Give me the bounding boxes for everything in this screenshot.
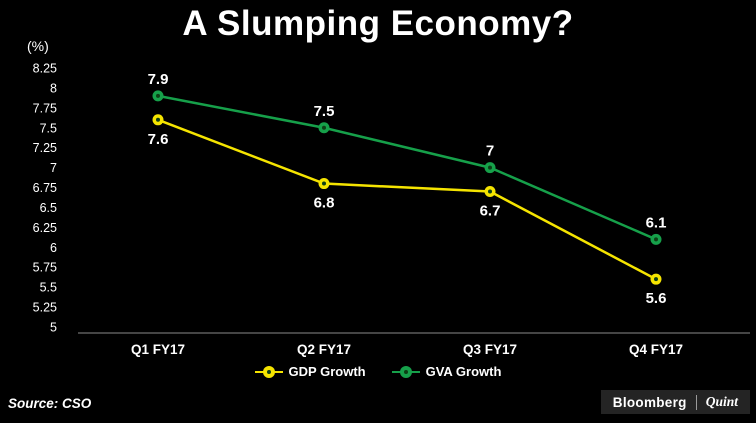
series-points-gdp-growth: 7.6 6.8 6.7 5.6 [148, 114, 667, 307]
svg-text:7.75: 7.75 [33, 101, 57, 115]
svg-text:5.75: 5.75 [33, 261, 57, 275]
data-point-label: 6.1 [646, 214, 667, 231]
x-axis-category-labels: Q1 FY17 Q2 FY17 Q3 FY17 Q4 FY17 [131, 342, 683, 357]
data-point-marker-center [322, 125, 326, 130]
data-point-label: 6.8 [314, 195, 335, 212]
data-point-marker-center [654, 237, 658, 242]
gva-legend-dot [399, 365, 412, 378]
series-line-gva-growth [157, 94, 657, 241]
svg-text:8.25: 8.25 [33, 62, 57, 76]
svg-text:5.25: 5.25 [33, 301, 57, 315]
publisher-logo: Bloomberg Quint [600, 390, 750, 414]
svg-text:Q4 FY17: Q4 FY17 [629, 342, 683, 357]
legend: GDP Growth GVA Growth [0, 364, 756, 379]
gdp-legend-dot [262, 365, 275, 378]
data-point-marker-center [488, 189, 492, 194]
svg-text:6.5: 6.5 [40, 201, 57, 215]
svg-text:7: 7 [50, 161, 57, 175]
logo-divider [695, 394, 697, 410]
data-point-label: 7.5 [314, 103, 335, 120]
svg-text:5: 5 [50, 321, 57, 335]
gdp-legend-dot-center [266, 369, 271, 374]
svg-text:6.75: 6.75 [33, 181, 57, 195]
gva-growth-legend-marker-icon [391, 365, 420, 378]
svg-text:6: 6 [50, 241, 57, 255]
chart-title: A Slumping Economy? [182, 4, 574, 43]
legend-item-gva-growth: GVA Growth [391, 364, 502, 379]
quint-logo-text: Quint [705, 394, 738, 409]
y-axis-tick-labels: 8.25 8 7.75 7.5 7.25 7 6.75 6.5 6.25 6 5.75 5.5 5.25… [33, 62, 57, 335]
source-attribution: Source: CSO [8, 396, 92, 411]
data-point-marker-center [322, 181, 326, 186]
data-point-marker-center [156, 93, 160, 98]
series-points-gva-growth: 7.9 7.5 7 6.1 [148, 71, 667, 245]
svg-text:Q3 FY17: Q3 FY17 [463, 342, 517, 357]
data-point-label: 5.6 [646, 290, 667, 307]
data-point-marker-center [156, 117, 160, 122]
data-point-label: 6.7 [480, 203, 501, 220]
data-point-label: 7 [486, 143, 494, 160]
svg-text:5.5: 5.5 [40, 281, 57, 295]
data-point-marker-center [488, 165, 492, 170]
svg-text:7.25: 7.25 [33, 141, 57, 155]
svg-text:Q1 FY17: Q1 FY17 [131, 342, 185, 357]
y-axis-unit-label: (%) [27, 38, 49, 54]
svg-text:7.5: 7.5 [40, 121, 57, 135]
svg-text:8: 8 [50, 81, 57, 95]
gdp-growth-legend-marker-icon [254, 365, 283, 378]
svg-text:6.25: 6.25 [33, 221, 57, 235]
data-point-label: 7.9 [148, 71, 169, 88]
gdp-growth-legend-label: GDP Growth [288, 364, 366, 379]
bloomberg-logo-text: Bloomberg [612, 394, 687, 410]
legend-item-gdp-growth: GDP Growth [254, 364, 366, 379]
svg-text:Q2 FY17: Q2 FY17 [297, 342, 351, 357]
gva-legend-dot-center [403, 369, 408, 374]
data-point-marker-center [654, 277, 658, 282]
data-point-label: 7.6 [148, 131, 169, 148]
gva-growth-legend-label: GVA Growth [425, 364, 502, 379]
series-line-gdp-growth [157, 118, 657, 281]
